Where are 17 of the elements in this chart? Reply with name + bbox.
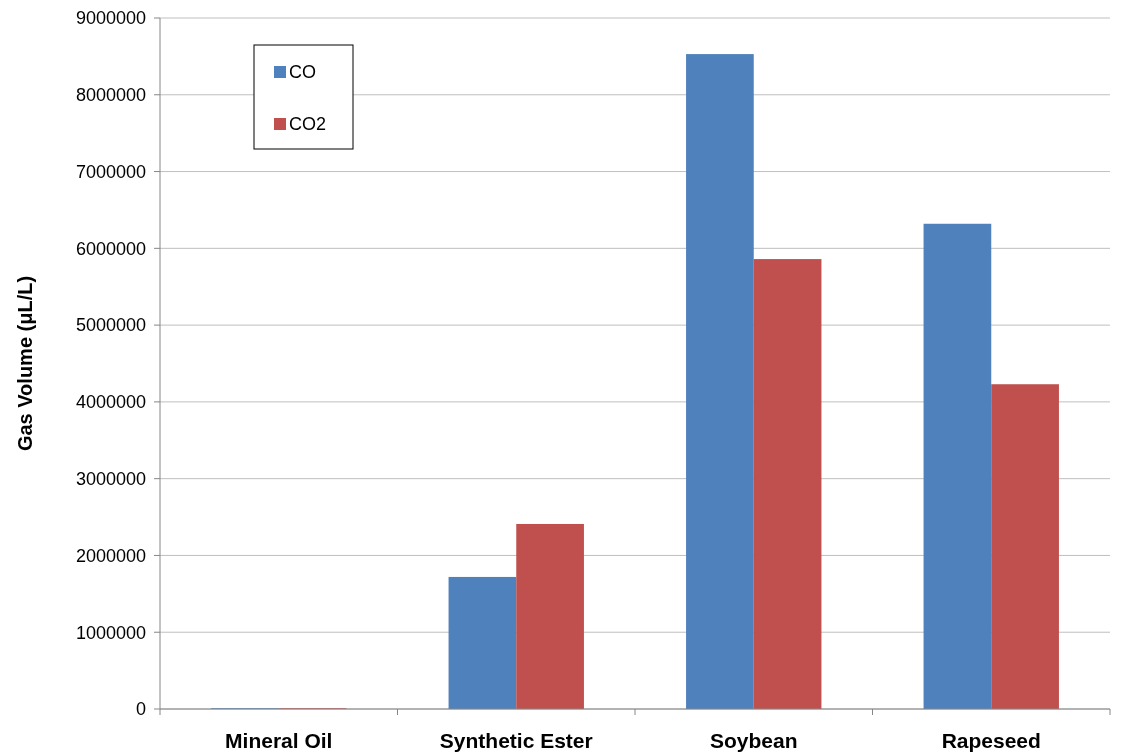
- legend-label: CO: [289, 62, 316, 83]
- legend-label: CO2: [289, 114, 327, 135]
- x-tick-label: Mineral Oil: [225, 729, 333, 752]
- x-tick-label: Soybean: [709, 729, 798, 752]
- y-tick-label: 9000000: [75, 8, 146, 29]
- y-axis-title: Gas Volume (μL/L): [14, 275, 36, 452]
- y-tick-label: 6000000: [75, 238, 146, 259]
- x-tick-label: Rapeseed: [941, 729, 1041, 752]
- y-tick-label: 1000000: [75, 622, 146, 643]
- y-tick-label: 7000000: [75, 161, 146, 182]
- y-tick-label: 0: [135, 699, 146, 720]
- y-tick-label: 3000000: [75, 468, 146, 489]
- y-tick-label: 2000000: [75, 545, 146, 566]
- x-tick-label: Synthetic Ester: [439, 729, 593, 752]
- y-tick-label: 4000000: [75, 392, 146, 413]
- y-tick-label: 5000000: [75, 315, 146, 336]
- y-tick-label: 8000000: [75, 85, 146, 106]
